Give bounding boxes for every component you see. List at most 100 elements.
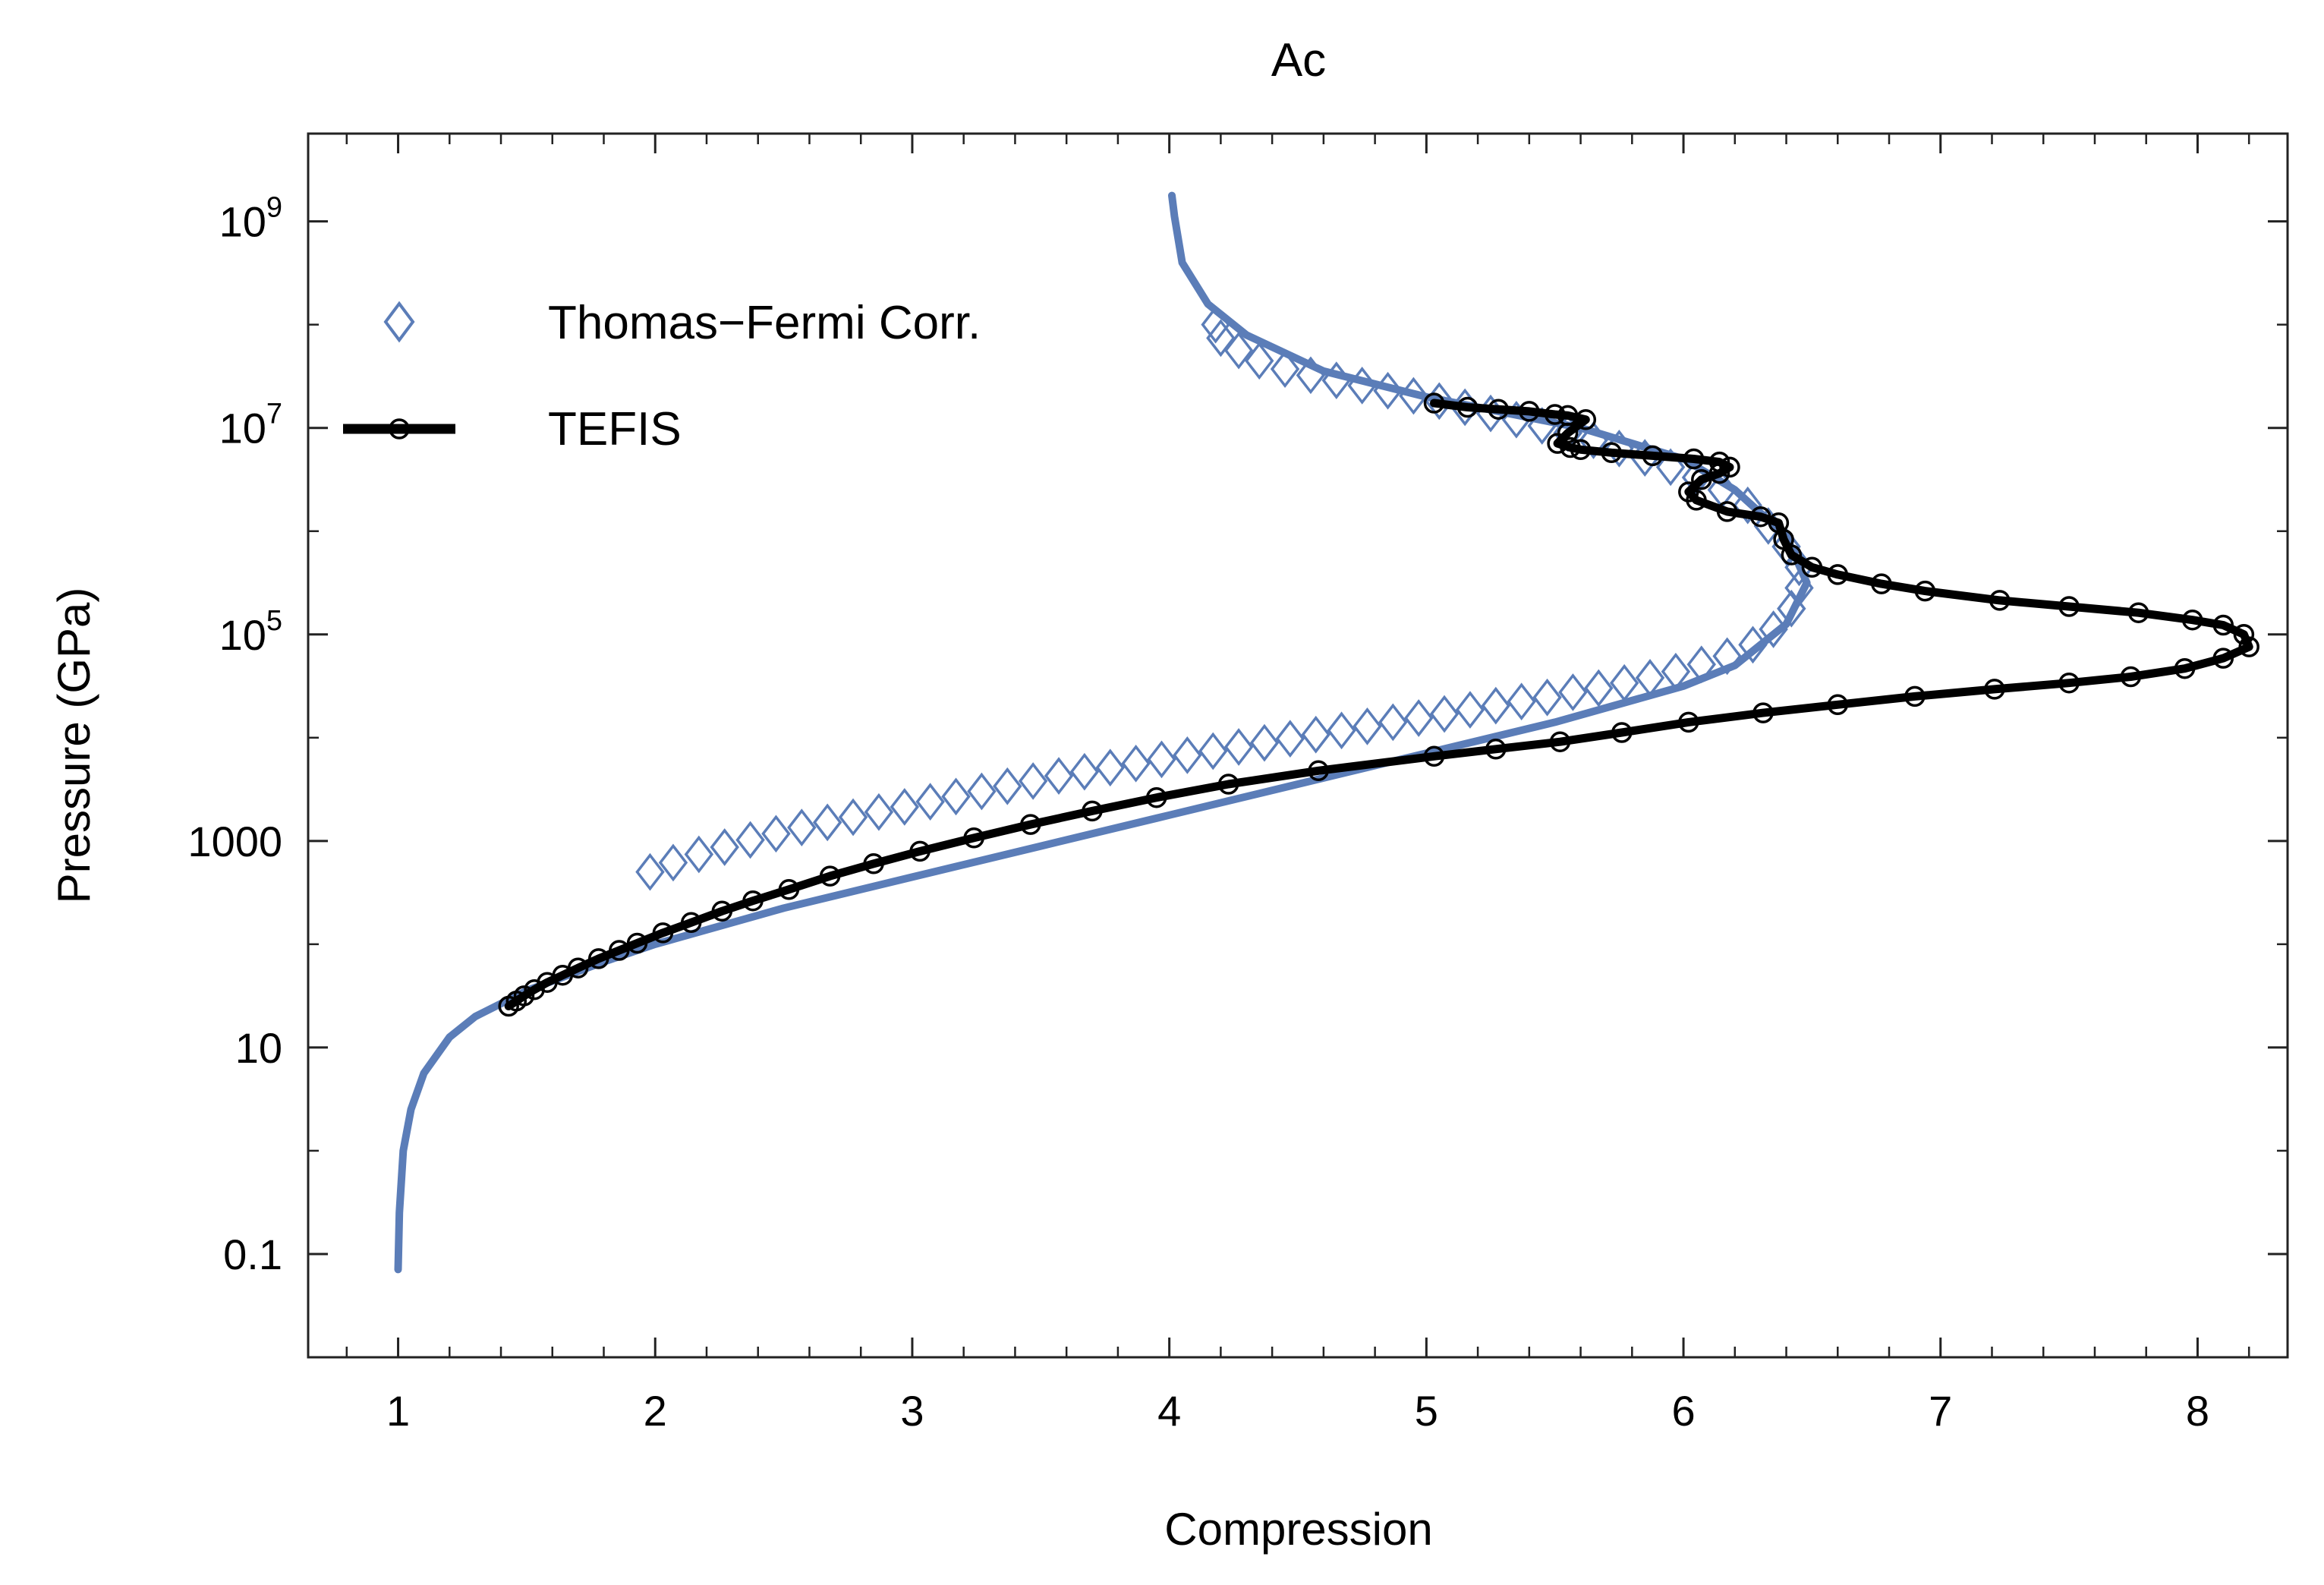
thomas-fermi-point xyxy=(1223,728,1254,766)
thomas-fermi-point xyxy=(1044,757,1074,795)
thomas-fermi-point xyxy=(1579,421,1608,459)
thomas-fermi-point xyxy=(1244,342,1274,380)
y-tick-exponent: 9 xyxy=(266,192,282,224)
tefis-point xyxy=(1217,774,1239,795)
thomas-fermi-point xyxy=(1635,659,1665,697)
thomas-fermi-point xyxy=(915,783,945,821)
tefis-point xyxy=(1570,439,1592,461)
plot-frame xyxy=(307,132,2289,1359)
tefis-point xyxy=(2058,596,2080,617)
thomas-fermi-point xyxy=(1173,736,1202,774)
thomas-fermi-point xyxy=(1712,637,1742,676)
tefis-point xyxy=(1827,694,1849,716)
thomas-fermi-point xyxy=(1532,678,1562,717)
legend: Thomas−Fermi Corr. TEFIS xyxy=(343,297,981,455)
thomas-fermi-point xyxy=(1206,319,1236,358)
tefis-point xyxy=(1020,814,1041,835)
tefis-point xyxy=(2238,636,2259,657)
tefis-point xyxy=(2233,624,2255,645)
legend-label-tefis: TEFIS xyxy=(548,403,682,455)
thomas-fermi-point xyxy=(1429,695,1460,733)
x-tick-label: 3 xyxy=(900,1387,924,1435)
tefis-point xyxy=(1752,702,1774,723)
thomas-fermi-point xyxy=(967,772,997,811)
tefis-point xyxy=(1423,745,1445,767)
tefis-point xyxy=(513,985,535,1007)
thomas-fermi-point xyxy=(1686,645,1716,684)
tefis-point xyxy=(1642,445,1664,467)
thomas-fermi-point xyxy=(1121,744,1151,783)
thomas-fermi-point xyxy=(658,843,688,882)
legend-label-thomas-fermi: Thomas−Fermi Corr. xyxy=(548,297,981,349)
tefis-point xyxy=(1557,405,1579,427)
thomas-fermi-point xyxy=(1455,691,1485,729)
tefis-point xyxy=(1488,399,1509,420)
tefis-point xyxy=(626,932,648,954)
tefis-point xyxy=(2212,648,2234,669)
y-tick-label: 1000 xyxy=(187,818,282,865)
thomas-fermi-point xyxy=(864,792,894,831)
tefis-point xyxy=(1827,564,1849,585)
y-axis-title: Pressure (GPa) xyxy=(49,588,99,904)
series-1 xyxy=(635,305,1814,891)
tefis-point xyxy=(1423,392,1445,414)
y-tick-label: 109 xyxy=(219,192,282,246)
series-0 xyxy=(394,191,1811,1274)
y-tick-base: 10 xyxy=(235,1024,282,1072)
tefis-point xyxy=(1768,512,1790,534)
thomas-fermi-point xyxy=(710,828,739,866)
thomas-fermi-point xyxy=(1347,367,1377,405)
chart-title: Ac xyxy=(1271,34,1326,87)
x-tick-label: 4 xyxy=(1157,1387,1181,1435)
y-tick-label: 105 xyxy=(219,605,282,659)
tefis-point xyxy=(2120,666,2142,688)
thomas-fermi-point xyxy=(1507,682,1536,721)
thomas-fermi-point xyxy=(1147,740,1176,779)
thomas-fermi-point xyxy=(1249,723,1280,762)
thomas-fermi-curve xyxy=(394,191,1811,1274)
thomas-fermi-point xyxy=(1270,350,1300,389)
thomas-fermi-point xyxy=(1327,711,1356,750)
thomas-fermi-point xyxy=(1321,361,1352,399)
tefis-point xyxy=(1560,436,1581,458)
tefis-point xyxy=(680,912,702,934)
tefis-point xyxy=(1989,590,2011,611)
thomas-fermi-point xyxy=(1018,762,1048,800)
tefis-point xyxy=(1611,722,1633,743)
tefis-point xyxy=(863,853,884,874)
thomas-fermi-point xyxy=(890,788,920,826)
thomas-fermi-point xyxy=(1301,715,1330,754)
x-tick-label: 5 xyxy=(1415,1387,1438,1435)
y-tick-base: 10 xyxy=(219,611,266,659)
tefis-point xyxy=(1719,456,1740,478)
y-tick-label: 10 xyxy=(235,1024,282,1072)
tefis-point xyxy=(1871,573,1892,594)
y-tick-base: 1000 xyxy=(187,818,282,865)
tefis-point xyxy=(742,890,764,912)
tefis-point xyxy=(1801,556,1823,578)
thomas-fermi-point xyxy=(812,803,842,842)
series-layer xyxy=(394,191,2259,1274)
tefis-point xyxy=(1549,731,1571,752)
tefis-point xyxy=(1678,711,1699,733)
x-tick-label: 6 xyxy=(1671,1387,1695,1435)
thomas-fermi-point xyxy=(1399,377,1428,415)
tefis-point xyxy=(1691,468,1712,490)
thomas-fermi-point xyxy=(1759,610,1788,648)
tefis-point xyxy=(909,840,931,862)
thomas-fermi-point xyxy=(838,798,868,837)
tefis-point xyxy=(1308,760,1329,782)
y-tick-label: 0.1 xyxy=(223,1231,282,1278)
thomas-fermi-point xyxy=(1201,305,1230,344)
x-tick-label: 8 xyxy=(2186,1387,2209,1435)
thomas-fermi-point xyxy=(1738,625,1768,664)
tefis-point xyxy=(2181,609,2203,631)
tefis-point xyxy=(1519,401,1540,422)
thomas-fermi-point xyxy=(1733,486,1762,525)
tefis-point xyxy=(1716,501,1738,522)
tefis-point xyxy=(1708,462,1730,484)
tefis-point xyxy=(1749,506,1771,528)
thomas-fermi-point xyxy=(1378,703,1408,742)
thomas-fermi-point xyxy=(635,852,665,891)
